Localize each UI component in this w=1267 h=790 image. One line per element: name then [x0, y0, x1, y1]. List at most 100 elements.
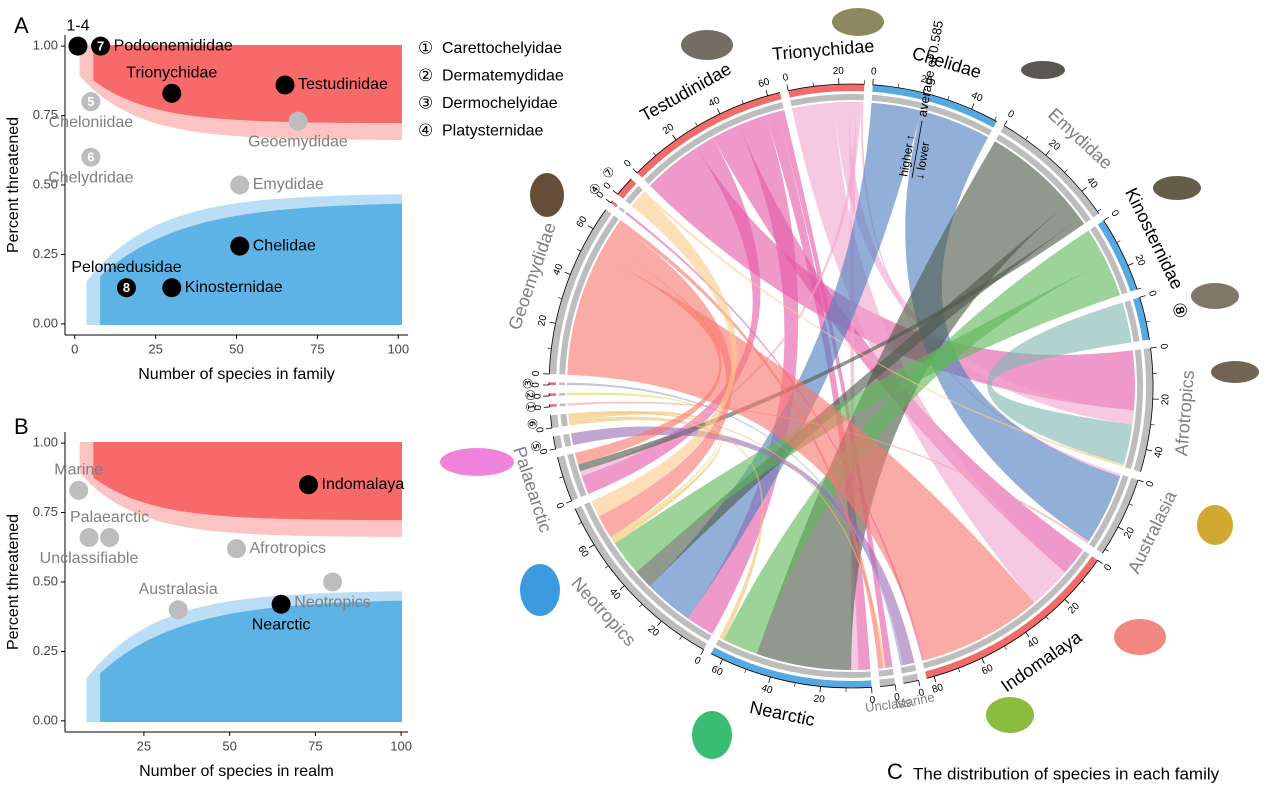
- point: [288, 112, 307, 131]
- sector-label: Geoemydidae: [504, 220, 559, 332]
- ring-tick-label: 0: [1146, 289, 1158, 298]
- ring-tick: [613, 190, 618, 194]
- minor-tick: [653, 152, 656, 155]
- point: [230, 237, 249, 256]
- point: [276, 76, 295, 95]
- point-number: 7: [97, 39, 104, 54]
- legend-number: ①: [418, 38, 433, 57]
- ring-tick-label: 60: [757, 76, 771, 90]
- map-image: [1114, 619, 1166, 655]
- x-tick-label: 50: [222, 738, 236, 753]
- ring-tick-label: 60: [710, 664, 725, 679]
- ring-tick: [895, 685, 896, 691]
- point-number: 6: [87, 150, 94, 165]
- point: [230, 176, 249, 195]
- point-number: 5: [87, 94, 94, 109]
- ring-tick: [620, 586, 625, 590]
- ring-tick: [658, 621, 662, 626]
- sector-label: Afrotropics: [1171, 369, 1198, 456]
- ring-tick-label: 20: [661, 121, 677, 137]
- legend-label: Dermatemydidae: [442, 68, 564, 85]
- ring-tick: [565, 272, 571, 274]
- map-image: [1197, 505, 1233, 545]
- sector-arc: [549, 393, 556, 396]
- minor-tick: [995, 117, 997, 121]
- ring-tick: [972, 104, 974, 110]
- point: [80, 528, 99, 547]
- ring-tick-label: 0: [1108, 208, 1120, 219]
- sector-inner-track: [559, 393, 565, 396]
- sector-label: ①: [523, 401, 539, 414]
- point: [100, 528, 119, 547]
- y-tick-label: 0.00: [33, 712, 58, 727]
- sector-inner-track: [560, 414, 567, 427]
- minor-tick: [1151, 424, 1155, 425]
- x-tick-label: 75: [308, 738, 322, 753]
- panel-letter: C: [887, 759, 903, 784]
- ring-tick: [982, 658, 985, 663]
- ring-tick: [550, 322, 556, 323]
- ring-tick: [820, 686, 821, 692]
- ring-tick-label: 0: [871, 66, 878, 77]
- sector-arc: [549, 382, 556, 385]
- sector-inner-track: [878, 669, 893, 677]
- point: [272, 595, 291, 614]
- point-number: 8: [123, 280, 130, 295]
- point-label: Afrotropics: [250, 540, 326, 557]
- ring-tick-label: 0: [1102, 562, 1114, 573]
- minor-tick: [559, 477, 563, 478]
- turtle-image: [1211, 361, 1259, 383]
- sector-label: Trionychidae: [771, 36, 875, 64]
- point: [162, 278, 181, 297]
- ring-tick-label: 60: [575, 544, 590, 560]
- ring-tick: [1082, 187, 1087, 191]
- minor-tick: [695, 123, 697, 126]
- point-label: Neotropics: [294, 594, 370, 611]
- turtle-image: [1021, 61, 1065, 79]
- ring-tick: [717, 109, 720, 114]
- sector-inner-track: [559, 383, 565, 385]
- minor-tick: [1146, 321, 1150, 322]
- y-tick-label: 0.75: [33, 504, 58, 519]
- minor-tick: [577, 249, 581, 251]
- map-image: [986, 697, 1034, 733]
- ring-tick-label: 40: [1084, 175, 1100, 191]
- ring-tick-label: 20: [645, 623, 661, 639]
- point-label: Podocnemididae: [114, 37, 233, 54]
- ring-tick-label: 0: [1158, 343, 1170, 350]
- x-tick-label: 0: [71, 341, 78, 356]
- x-axis-label: Number of species in family: [138, 366, 335, 383]
- ring-tick-label: 0: [531, 370, 542, 376]
- legend-number: ②: [418, 66, 433, 85]
- map-image: [440, 448, 514, 476]
- ring-tick: [1128, 263, 1134, 265]
- y-axis-label: Percent threatened: [5, 117, 22, 253]
- chart-title: The distribution of species in each fami…: [913, 764, 1220, 783]
- y-axis-label: Percent threatened: [5, 514, 22, 650]
- ring-tick: [1146, 450, 1152, 451]
- point-label: Indomalaya: [322, 476, 405, 493]
- point-label: Pelomedusidae: [71, 259, 181, 276]
- ring-tick: [1026, 632, 1029, 637]
- y-tick-label: 0.25: [33, 246, 58, 261]
- legend-label: Carettochelyidae: [442, 40, 562, 57]
- ring-tick-label: 20: [1046, 138, 1062, 154]
- point-label: Palaearctic: [70, 509, 149, 526]
- ring-tick: [1118, 527, 1123, 530]
- ring-tick: [919, 680, 920, 686]
- x-tick-label: 75: [310, 341, 324, 356]
- minor-tick: [1065, 170, 1068, 173]
- ring-tick: [720, 659, 723, 664]
- ring-tick: [1046, 151, 1050, 156]
- ring-tick-label: 20: [1132, 253, 1147, 268]
- ring-tick: [766, 90, 768, 96]
- point-label: Chelydridae: [48, 169, 133, 186]
- x-tick-label: 100: [390, 738, 412, 753]
- ring-tick-label: 20: [813, 693, 826, 705]
- minor-tick: [1046, 617, 1049, 620]
- minor-tick: [1097, 209, 1100, 211]
- point-label: Kinosternidae: [185, 279, 283, 296]
- map-image: [520, 564, 560, 616]
- ring-tick: [1098, 560, 1103, 563]
- ring-tick-label: 40: [1026, 635, 1042, 651]
